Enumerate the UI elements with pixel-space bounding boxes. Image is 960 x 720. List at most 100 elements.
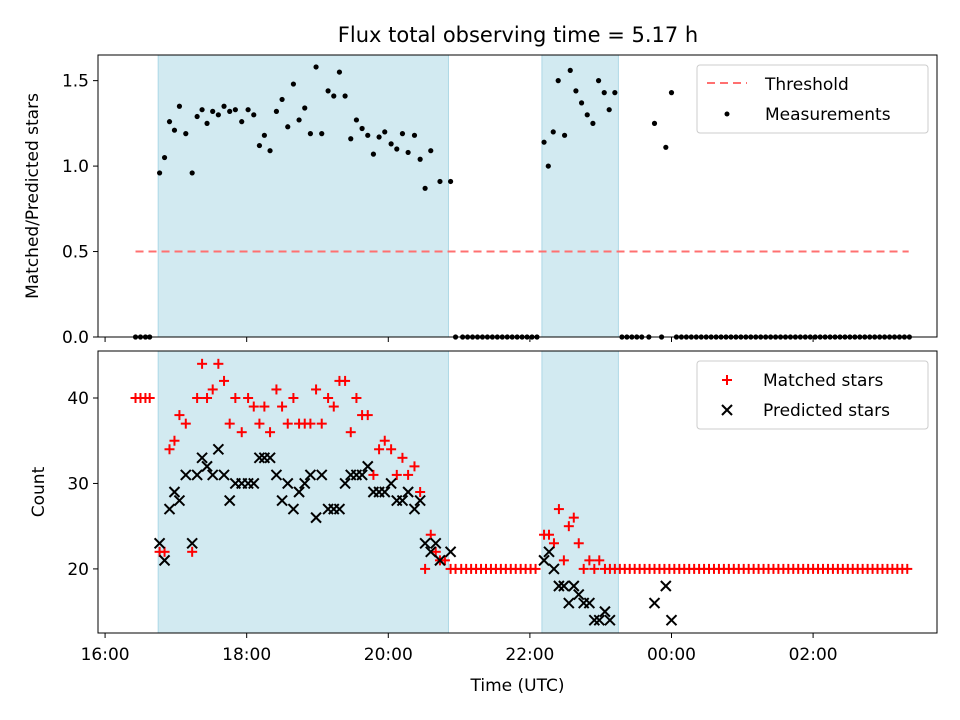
measurement-point-37 <box>342 93 348 99</box>
matched-point-28 <box>288 393 299 403</box>
predicted-point-37 <box>362 460 374 473</box>
measurement-point-82 <box>595 78 602 84</box>
measurement-point-20 <box>245 107 251 113</box>
matched-point-48 <box>403 469 414 480</box>
measurement-point-49 <box>411 132 418 138</box>
predicted-point-52 <box>538 554 550 567</box>
measurement-point-19 <box>239 119 245 125</box>
matched-point-55 <box>439 555 450 566</box>
measurement-point-18 <box>232 107 238 113</box>
bottom-shaded-interval-0 <box>157 350 449 634</box>
predicted-point-40 <box>379 486 391 498</box>
matched-point-83 <box>584 555 595 566</box>
measurement-point-41 <box>365 132 371 138</box>
measurement-point-25 <box>273 108 280 114</box>
matched-point-3 <box>144 393 155 403</box>
measurement-point-12 <box>199 107 205 113</box>
measurement-point-24 <box>267 148 273 154</box>
measurement-point-16 <box>221 103 227 109</box>
measurement-point-6 <box>166 119 173 125</box>
measurement-point-77 <box>567 67 573 73</box>
predicted-point-6 <box>186 537 198 549</box>
predicted-point-12 <box>218 469 230 481</box>
measurement-point-47 <box>399 131 406 137</box>
matched-point-42 <box>368 469 379 480</box>
predicted-point-46 <box>414 494 426 507</box>
measurement-point-23 <box>261 132 267 138</box>
measurement-point-45 <box>388 141 394 147</box>
legend-predicted-marker <box>721 404 733 416</box>
matched-point-46 <box>391 469 402 480</box>
top-shaded-interval-1 <box>541 54 619 338</box>
measurement-point-73 <box>545 163 551 169</box>
matched-point-52 <box>425 529 436 540</box>
measurement-point-28 <box>290 81 297 87</box>
measurement-point-51 <box>422 185 428 191</box>
matched-point-85 <box>594 555 605 566</box>
predicted-point-23 <box>282 477 294 490</box>
measurement-point-14 <box>210 108 216 114</box>
matched-point-5 <box>159 546 170 557</box>
measurement-point-44 <box>382 129 388 135</box>
bottom-y-axis-label: Count <box>29 466 49 517</box>
predicted-point-20 <box>264 452 276 464</box>
predicted-point-59 <box>573 588 585 601</box>
matched-point-51 <box>420 563 431 574</box>
predicted-point-5 <box>180 469 192 481</box>
matched-point-75 <box>544 529 555 540</box>
matched-point-39 <box>351 393 362 403</box>
matched-point-13 <box>202 393 213 403</box>
measurement-point-54 <box>447 178 454 185</box>
predicted-point-25 <box>293 486 305 498</box>
measurement-point-91 <box>651 120 658 126</box>
measurement-point-52 <box>428 148 434 154</box>
predicted-point-3 <box>168 486 181 498</box>
predicted-point-28 <box>310 511 322 524</box>
top-y-tick-label: 0.0 <box>62 328 89 348</box>
predicted-point-56 <box>558 580 570 592</box>
predicted-point-21 <box>270 469 283 481</box>
measurement-point-43 <box>376 134 382 140</box>
legend-threshold-label: Threshold <box>764 75 849 95</box>
top-shaded-intervals <box>157 54 619 338</box>
matched-point-49 <box>409 461 420 472</box>
predicted-point-44 <box>402 486 414 498</box>
matched-point-10 <box>187 546 198 557</box>
matched-point-77 <box>553 504 564 515</box>
measurement-point-33 <box>319 131 325 137</box>
measurement-point-72 <box>541 139 547 145</box>
predicted-point-58 <box>568 580 580 592</box>
matched-point-26 <box>277 401 288 412</box>
measurement-point-30 <box>302 105 308 111</box>
predicted-point-11 <box>212 443 225 455</box>
measurement-point-29 <box>296 117 302 123</box>
measurement-point-78 <box>573 88 579 94</box>
measurement-point-26 <box>279 96 285 103</box>
measurement-point-53 <box>437 178 443 185</box>
measurement-point-50 <box>417 156 423 162</box>
matched-point-31 <box>305 418 316 429</box>
measurement-point-40 <box>359 125 365 132</box>
measurement-point-22 <box>256 142 263 149</box>
matched-point-7 <box>169 435 180 446</box>
predicted-point-43 <box>396 494 409 507</box>
predicted-point-0 <box>153 537 166 549</box>
predicted-point-67 <box>660 580 672 592</box>
x-tick-label: 02:00 <box>789 645 838 665</box>
predicted-point-62 <box>588 614 601 626</box>
predicted-point-55 <box>553 580 565 592</box>
measurement-point-9 <box>183 131 189 137</box>
predicted-point-54 <box>548 563 560 575</box>
bottom-legend: Matched stars Predicted stars <box>696 360 929 430</box>
top-axes-frame <box>97 54 938 338</box>
bottom-y-tick-label: 40 <box>67 389 89 409</box>
matched-point-43 <box>374 444 385 455</box>
matched-point-44 <box>379 435 390 446</box>
matched-point-50 <box>415 487 426 497</box>
top-panel: 0.0 0.5 1.0 1.5 Matched/Predicted stars Thr… <box>23 54 938 348</box>
predicted-point-45 <box>408 503 421 515</box>
measurement-point-74 <box>550 129 556 135</box>
top-x-ticks <box>104 337 814 342</box>
matched-point-47 <box>397 452 408 463</box>
